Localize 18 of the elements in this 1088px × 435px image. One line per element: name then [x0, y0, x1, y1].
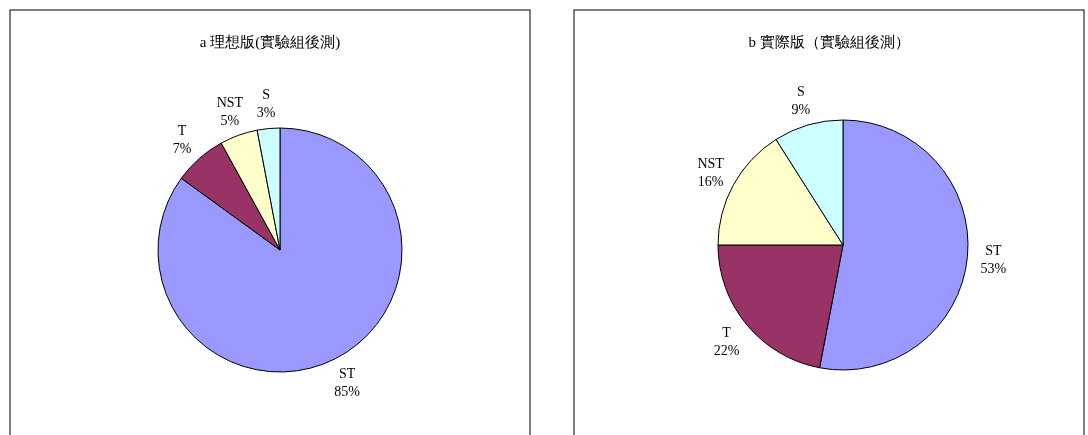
data-label: 22%: [713, 343, 740, 359]
data-label: 9%: [791, 102, 811, 117]
slice-label: T: [177, 122, 187, 138]
data-label: 5%: [220, 112, 240, 128]
slice-label: ST: [339, 365, 356, 381]
slice-label: S: [262, 86, 270, 102]
data-label: 85%: [334, 383, 361, 399]
slice-label: NST: [697, 156, 725, 172]
slice-label: ST: [985, 243, 1002, 259]
data-label: 7%: [172, 140, 192, 156]
data-label: 3%: [256, 104, 276, 120]
slice-label: T: [722, 325, 732, 341]
chart-title: a 理想版(實驗組後測): [199, 34, 341, 51]
slice-label: NST: [216, 94, 244, 110]
data-label: 16%: [697, 174, 724, 190]
slice-label: S: [796, 84, 805, 99]
chart-title: b 實際版（實驗組後測）: [748, 34, 910, 50]
data-label: 53%: [980, 261, 1007, 277]
